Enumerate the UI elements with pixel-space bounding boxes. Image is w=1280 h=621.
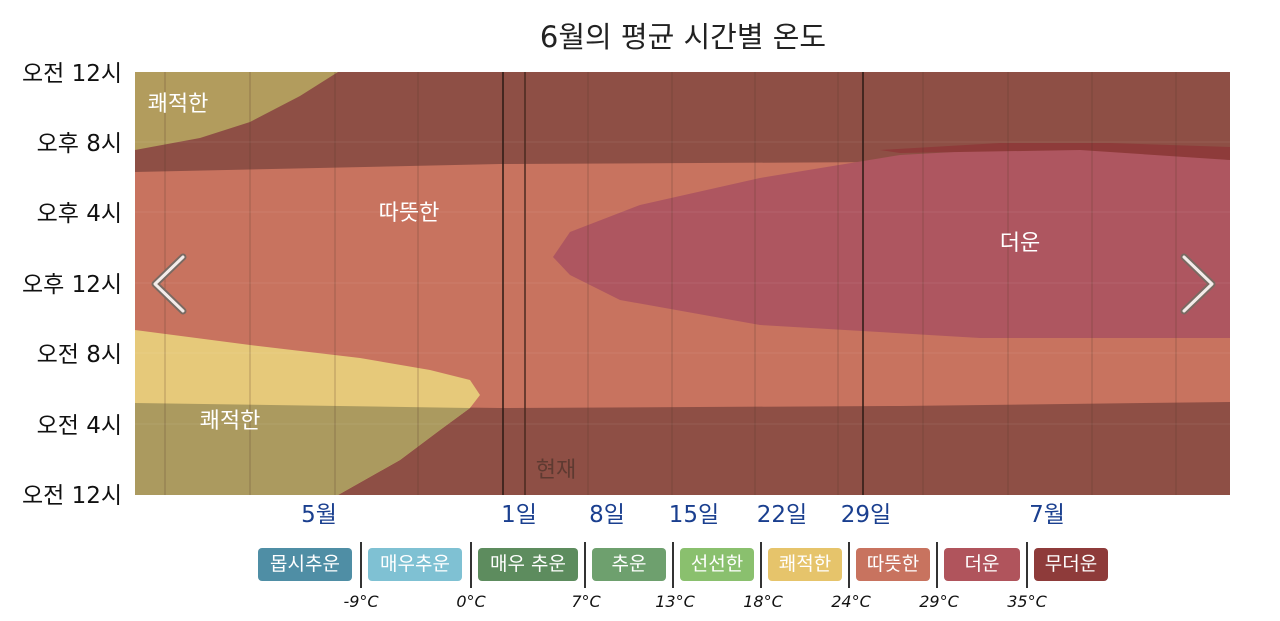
legend-item[interactable]: 선선한 [680, 548, 754, 581]
prev-arrow-icon[interactable] [140, 245, 195, 325]
threshold-label: 0°C [456, 592, 486, 611]
y-tick-label: 오후 4시 [37, 201, 122, 227]
y-tick-label: 오전 12시 [22, 61, 122, 87]
region-comfort-bottom-dark [135, 403, 470, 495]
legend-item[interactable]: 무더운 [1034, 548, 1108, 581]
x-tick-label: 1일 [501, 502, 537, 528]
zone-label: 따뜻한 [379, 201, 440, 226]
threshold-label: 13°C [655, 592, 695, 611]
x-tick-label: 7월 [1029, 502, 1065, 528]
region-hot-dark [880, 143, 1230, 160]
x-tick-label: 22일 [757, 502, 807, 528]
legend-item[interactable]: 더운 [944, 548, 1020, 581]
y-tick-label: 오후 8시 [37, 131, 122, 157]
legend-item[interactable]: 추운 [592, 548, 666, 581]
y-tick-label: 오후 12시 [22, 272, 122, 298]
threshold-label: 29°C [919, 592, 959, 611]
grid-lines [164, 72, 1177, 495]
x-tick-label: 15일 [669, 502, 719, 528]
now-label: 현재 [536, 458, 576, 483]
x-tick-label: 5월 [301, 502, 337, 528]
legend-item[interactable]: 따뜻한 [856, 548, 930, 581]
legend-separator [470, 542, 472, 588]
legend-separator [584, 542, 586, 588]
chart-title: 6월의 평균 시간별 온도 [539, 20, 827, 54]
zone-label: 쾌적한 [148, 92, 209, 117]
threshold-label: -9°C [343, 592, 379, 611]
zone-label: 쾌적한 [200, 409, 261, 434]
legend-item[interactable]: 몹시추운 [258, 548, 352, 581]
next-arrow-icon[interactable] [1170, 245, 1225, 325]
threshold-label: 24°C [831, 592, 871, 611]
x-tick-label: 29일 [841, 502, 891, 528]
legend-separator [848, 542, 850, 588]
legend-separator [1026, 542, 1028, 588]
legend-item[interactable]: 쾌적한 [768, 548, 842, 581]
y-tick-label: 오전 12시 [22, 483, 122, 509]
legend-separator [672, 542, 674, 588]
legend-item[interactable]: 매우 추운 [478, 548, 578, 581]
threshold-label: 18°C [743, 592, 783, 611]
x-tick-label: 8일 [589, 502, 625, 528]
y-tick-label: 오전 4시 [37, 413, 122, 439]
legend-item[interactable]: 매우추운 [368, 548, 462, 581]
region-hot [553, 145, 1230, 338]
threshold-label: 35°C [1007, 592, 1047, 611]
region-comfort-top [135, 72, 338, 150]
legend-separator [936, 542, 938, 588]
y-tick-label: 오전 8시 [37, 342, 122, 368]
zone-label: 더운 [1000, 231, 1040, 256]
threshold-label: 7°C [571, 592, 601, 611]
legend-separator [360, 542, 362, 588]
hgrid-lines [135, 141, 1230, 425]
legend-separator [760, 542, 762, 588]
